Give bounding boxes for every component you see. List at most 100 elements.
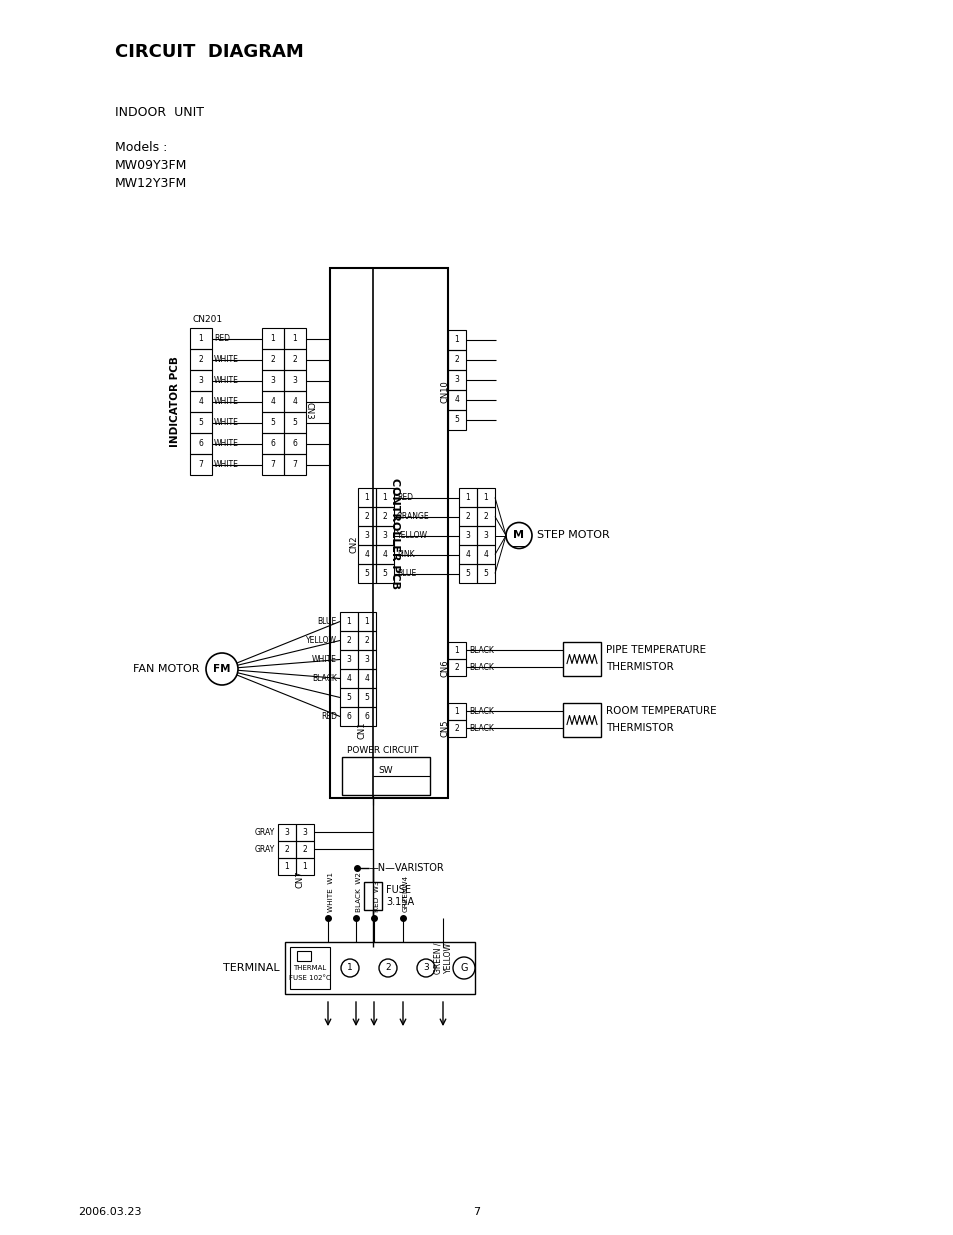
- Bar: [476, 564, 495, 583]
- Text: 3: 3: [483, 531, 488, 540]
- Text: 5: 5: [198, 417, 203, 427]
- Bar: [290, 947, 330, 989]
- Text: 7: 7: [473, 1207, 480, 1216]
- Bar: [284, 454, 306, 475]
- Bar: [562, 703, 600, 737]
- Bar: [339, 613, 357, 631]
- Bar: [458, 488, 476, 508]
- Bar: [364, 882, 381, 910]
- Text: CN2: CN2: [349, 536, 358, 553]
- Bar: [448, 350, 465, 370]
- Text: 5: 5: [465, 569, 470, 578]
- Bar: [277, 824, 295, 841]
- Bar: [375, 545, 394, 564]
- Text: 5: 5: [483, 569, 488, 578]
- Bar: [262, 454, 284, 475]
- Bar: [458, 545, 476, 564]
- Text: WHITE: WHITE: [312, 655, 336, 664]
- Bar: [448, 330, 465, 350]
- Bar: [448, 410, 465, 430]
- Text: CN1: CN1: [357, 721, 367, 739]
- Text: 2006.03.23: 2006.03.23: [78, 1207, 141, 1216]
- Bar: [448, 703, 465, 720]
- Bar: [330, 268, 448, 798]
- Text: 1: 1: [382, 493, 387, 501]
- Circle shape: [340, 960, 358, 977]
- Text: 4: 4: [454, 395, 459, 405]
- Text: ORANGE: ORANGE: [396, 513, 429, 521]
- Text: 3: 3: [346, 655, 351, 664]
- Text: YELLOW: YELLOW: [306, 636, 336, 645]
- Text: G: G: [459, 963, 467, 973]
- Text: RED: RED: [396, 493, 413, 501]
- Bar: [357, 526, 375, 545]
- Text: RED: RED: [213, 333, 230, 343]
- Text: 5: 5: [364, 693, 369, 701]
- Text: 1: 1: [364, 618, 369, 626]
- Text: 2: 2: [271, 354, 275, 364]
- Text: 2: 2: [364, 636, 369, 645]
- Text: GREEN /
YELLOW: GREEN / YELLOW: [433, 942, 453, 973]
- Bar: [562, 642, 600, 676]
- Bar: [448, 390, 465, 410]
- Bar: [295, 858, 314, 876]
- Text: RED: RED: [320, 713, 336, 721]
- Bar: [295, 841, 314, 858]
- Bar: [190, 412, 212, 433]
- Text: 3: 3: [198, 375, 203, 385]
- Circle shape: [378, 960, 396, 977]
- Bar: [262, 391, 284, 412]
- Bar: [284, 350, 306, 370]
- Bar: [357, 488, 375, 508]
- Bar: [262, 433, 284, 454]
- Bar: [262, 329, 284, 350]
- Bar: [357, 706, 375, 726]
- Bar: [476, 508, 495, 526]
- Bar: [277, 858, 295, 876]
- Bar: [375, 564, 394, 583]
- Text: 1: 1: [364, 493, 369, 501]
- Text: 1: 1: [346, 618, 351, 626]
- Text: WHITE: WHITE: [213, 375, 238, 385]
- Text: THERMISTOR: THERMISTOR: [605, 724, 673, 734]
- Bar: [284, 433, 306, 454]
- Text: WHITE: WHITE: [213, 396, 238, 406]
- Text: CONTROLLER PCB: CONTROLLER PCB: [390, 478, 399, 589]
- Text: 2: 2: [302, 845, 307, 853]
- Text: —N—VARISTOR: —N—VARISTOR: [369, 863, 444, 873]
- Circle shape: [453, 957, 475, 979]
- Text: GRAY: GRAY: [254, 845, 274, 853]
- Text: 4: 4: [293, 396, 297, 406]
- Text: 2: 2: [198, 354, 203, 364]
- Text: CN6: CN6: [440, 659, 449, 677]
- Text: 6: 6: [293, 438, 297, 448]
- Text: BLACK: BLACK: [469, 663, 494, 672]
- Bar: [476, 526, 495, 545]
- Text: 5: 5: [382, 569, 387, 578]
- Text: THERMAL: THERMAL: [294, 965, 326, 971]
- Text: POWER CIRCUIT: POWER CIRCUIT: [347, 746, 418, 756]
- Bar: [284, 391, 306, 412]
- Circle shape: [206, 653, 237, 685]
- Text: 1: 1: [198, 333, 203, 343]
- Text: 4: 4: [271, 396, 275, 406]
- Bar: [357, 613, 375, 631]
- Text: 2: 2: [455, 356, 459, 364]
- Text: INDICATOR PCB: INDICATOR PCB: [170, 356, 180, 447]
- Bar: [448, 370, 465, 390]
- Text: 6: 6: [198, 438, 203, 448]
- Text: 1: 1: [347, 963, 353, 972]
- Bar: [190, 350, 212, 370]
- Bar: [190, 391, 212, 412]
- Text: THERMISTOR: THERMISTOR: [605, 662, 673, 673]
- Text: 2: 2: [385, 963, 391, 972]
- Text: YELLOW: YELLOW: [396, 531, 428, 540]
- Bar: [458, 564, 476, 583]
- Text: 5: 5: [454, 415, 459, 425]
- Text: 1: 1: [483, 493, 488, 501]
- Text: TERMINAL: TERMINAL: [223, 963, 280, 973]
- Text: 6: 6: [271, 438, 275, 448]
- Text: 1: 1: [293, 333, 297, 343]
- Text: BLACK  W2: BLACK W2: [355, 872, 361, 911]
- Text: 4: 4: [483, 550, 488, 559]
